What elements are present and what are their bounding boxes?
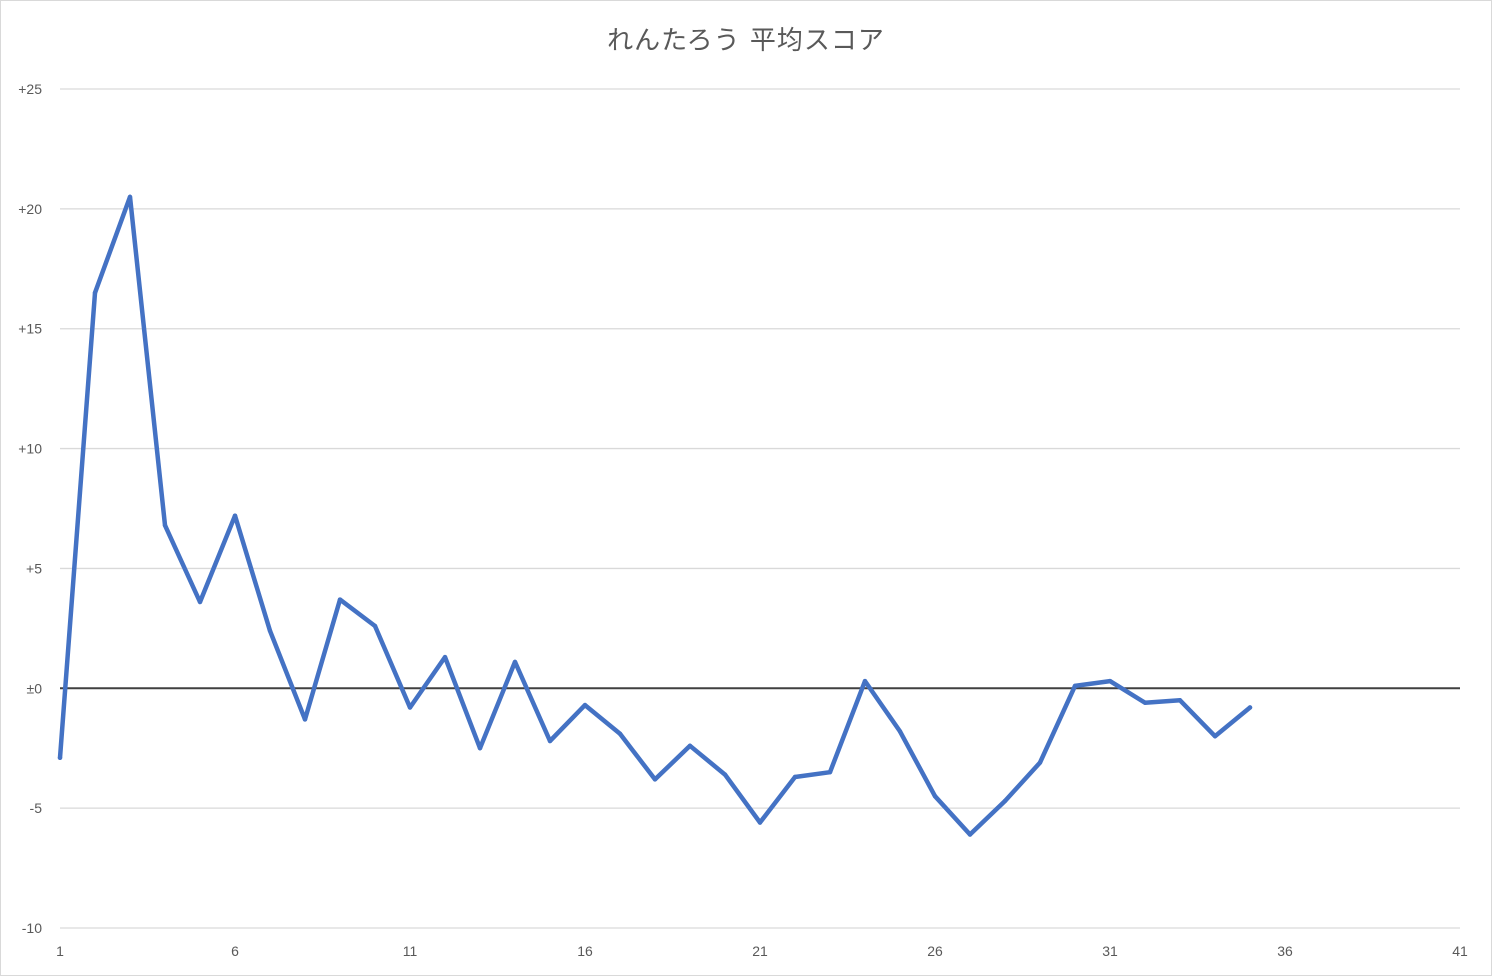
y-tick-label: -10	[22, 920, 42, 936]
data-point	[1107, 678, 1113, 684]
y-tick-label: +10	[18, 441, 42, 457]
data-point	[92, 290, 98, 295]
data-point	[652, 777, 658, 782]
data-point	[547, 738, 553, 744]
data-point	[232, 513, 238, 518]
x-tick-label: 26	[927, 943, 943, 959]
gridlines	[60, 88, 1460, 929]
data-point	[617, 731, 623, 737]
y-tick-label: +15	[18, 321, 42, 337]
data-point	[757, 820, 763, 825]
data-point	[407, 705, 413, 710]
chart-title: れんたろう 平均スコア	[607, 26, 885, 56]
y-tick-label: +25	[18, 81, 42, 97]
x-tick-label: 36	[1277, 943, 1293, 959]
data-point	[1247, 705, 1253, 710]
series-line	[57, 194, 1253, 837]
data-point	[1002, 798, 1008, 804]
data-point	[512, 659, 518, 665]
y-axis-ticks: +25 +20 +15 +10 +5 ±0 -5 -10	[18, 81, 42, 936]
data-point	[897, 729, 903, 734]
data-point	[1072, 683, 1078, 689]
data-point	[127, 194, 133, 200]
data-point	[372, 623, 378, 629]
x-tick-label: 31	[1102, 943, 1118, 959]
data-point	[862, 678, 868, 684]
data-point	[722, 772, 728, 777]
data-point	[1037, 760, 1043, 765]
data-point	[1177, 698, 1183, 703]
series-layer	[57, 194, 1253, 837]
x-axis-ticks: 1 6 11 16 21 26 31 36 41	[56, 943, 1468, 959]
data-point	[57, 755, 63, 761]
data-point	[582, 702, 588, 708]
data-point	[162, 523, 168, 528]
data-point	[792, 774, 798, 780]
data-point	[337, 597, 343, 602]
x-tick-label: 1	[56, 943, 64, 959]
x-tick-label: 6	[231, 943, 239, 959]
y-tick-label: +20	[18, 201, 42, 217]
data-point	[442, 654, 448, 660]
y-tick-label: +5	[26, 560, 42, 576]
y-tick-label: ±0	[27, 680, 43, 696]
data-point	[477, 746, 483, 751]
data-point	[827, 769, 833, 775]
data-point	[197, 599, 203, 605]
y-tick-label: -5	[30, 800, 43, 816]
data-point	[302, 717, 308, 722]
data-point	[1212, 734, 1218, 739]
data-point	[1142, 700, 1148, 705]
x-tick-label: 16	[577, 943, 593, 959]
data-point	[932, 793, 938, 799]
data-point	[687, 743, 693, 749]
x-tick-label: 11	[403, 943, 418, 959]
x-tick-label: 41	[1452, 943, 1468, 959]
data-point	[967, 832, 973, 837]
data-point	[267, 628, 273, 633]
x-tick-label: 21	[752, 943, 768, 959]
